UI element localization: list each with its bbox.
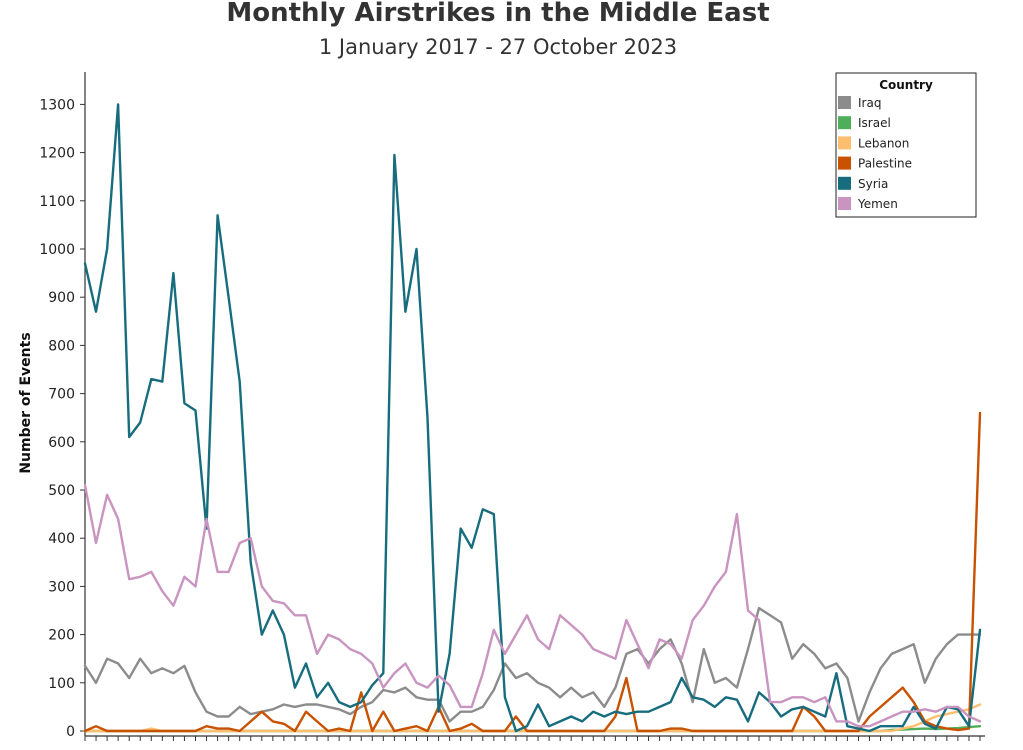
- y-tick-label: 500: [48, 483, 75, 499]
- legend-items: Iraq Israel Lebanon Palestine Syria Yemen: [838, 96, 912, 211]
- y-tick-label: 400: [48, 531, 75, 547]
- legend-label-lebanon: Lebanon: [858, 136, 909, 150]
- y-tick-label: 900: [48, 290, 75, 306]
- y-axis-label: Number of Events: [18, 332, 34, 473]
- legend-label-syria: Syria: [858, 177, 888, 191]
- series-line-syria: [83, 103, 982, 733]
- legend-title: Country: [879, 78, 933, 92]
- series-line-yemen: [83, 484, 982, 728]
- legend-label-israel: Israel: [858, 116, 891, 130]
- y-tick-label: 700: [48, 387, 75, 403]
- legend-label-palestine: Palestine: [858, 157, 912, 171]
- x-axis: [84, 735, 985, 741]
- chart-title: Monthly Airstrikes in the Middle East: [226, 0, 769, 28]
- y-tick-label: 0: [66, 724, 75, 740]
- series-line-iraq: [83, 606, 982, 723]
- legend-swatch-yemen: [838, 197, 851, 210]
- y-tick-label: 300: [48, 579, 75, 595]
- series-line-palestine: [83, 411, 982, 733]
- y-tick-label: 1000: [39, 242, 75, 258]
- legend-swatch-lebanon: [838, 136, 851, 150]
- y-tick-label: 1300: [39, 97, 75, 113]
- legend-swatch-iraq: [838, 96, 851, 109]
- legend: Country Iraq Israel Lebanon Palestine Syria Y…: [835, 72, 977, 218]
- legend-swatch-palestine: [838, 156, 851, 170]
- y-tick-label: 800: [48, 338, 75, 354]
- y-axis: 0 100 200 300 400 500 600 700 800 900 1000 1100 1200…: [39, 72, 86, 740]
- chart-subtitle: 1 January 2017 - 27 October 2023: [319, 35, 677, 59]
- legend-box: [835, 72, 977, 218]
- series-lines: [83, 103, 982, 733]
- legend-label-yemen: Yemen: [857, 197, 898, 211]
- y-tick-label: 1100: [39, 194, 75, 210]
- y-tick-label: 200: [48, 628, 75, 644]
- legend-swatch-syria: [838, 176, 851, 190]
- legend-label-iraq: Iraq: [858, 96, 881, 110]
- y-tick-label: 600: [48, 435, 75, 451]
- y-tick-label: 1200: [39, 146, 75, 162]
- y-tick-label: 100: [48, 676, 75, 692]
- legend-swatch-israel: [838, 116, 851, 130]
